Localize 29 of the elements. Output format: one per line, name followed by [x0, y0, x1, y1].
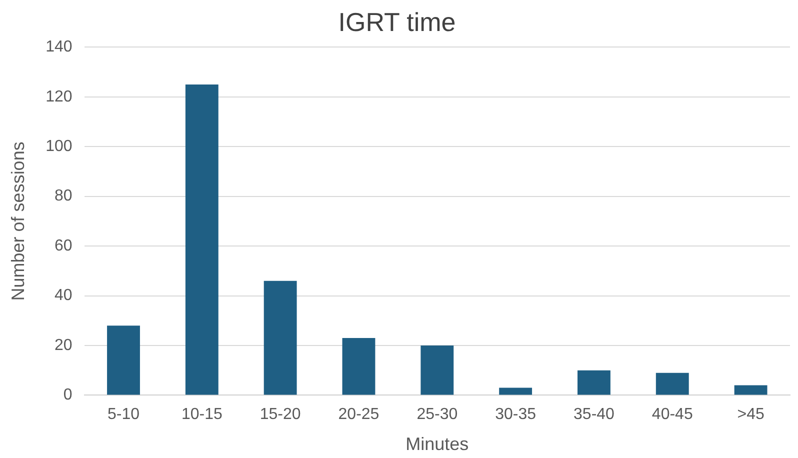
x-tick-label: 35-40 [574, 406, 615, 424]
x-tick-label: 10-15 [181, 406, 222, 424]
bar [107, 326, 140, 395]
y-tick-label: 100 [46, 138, 72, 156]
y-tick-label: 0 [63, 386, 72, 404]
x-tick-label: 15-20 [260, 406, 301, 424]
y-tick-label: 80 [54, 188, 72, 205]
bar [420, 345, 454, 395]
bar [342, 338, 376, 395]
x-axis-title: Minutes [406, 434, 469, 454]
y-axis-title: Number of sessions [8, 142, 28, 301]
bar [578, 370, 610, 395]
y-tick-label: 60 [54, 237, 72, 254]
x-tick-label: 5-10 [107, 406, 140, 424]
y-tick-label: 20 [54, 336, 72, 354]
bar [499, 388, 532, 395]
bar [264, 280, 297, 395]
y-tick-label: 40 [54, 287, 72, 304]
y-tick-label: 120 [46, 88, 72, 106]
bar [734, 385, 768, 395]
bar [185, 84, 218, 395]
x-tick-label: 20-25 [338, 406, 380, 424]
bar [656, 372, 689, 395]
x-tick-label: 30-35 [495, 406, 536, 424]
x-tick-label: 40-45 [652, 406, 693, 424]
y-tick-label: 140 [46, 38, 72, 56]
x-tick-label: 25-30 [416, 406, 458, 424]
x-tick-label: >45 [737, 406, 764, 424]
chart-title: IGRT time [338, 6, 456, 37]
